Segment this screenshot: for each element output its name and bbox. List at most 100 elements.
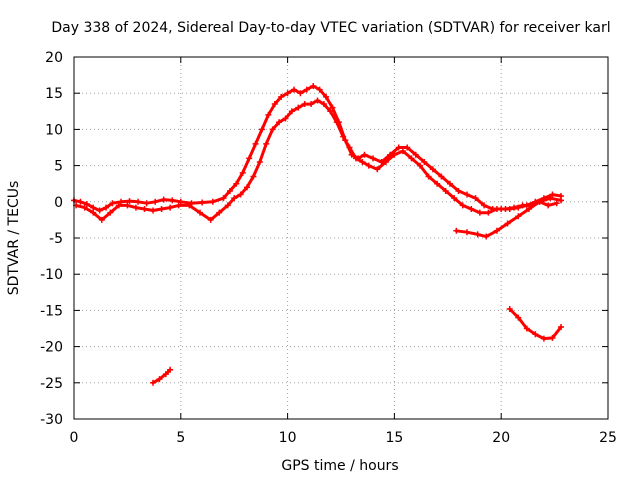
y-tick-label: 0 [54, 195, 63, 211]
data-point [220, 195, 227, 202]
data-point [297, 90, 304, 97]
data-point [316, 86, 323, 93]
data-point [511, 204, 518, 211]
x-tick-label: 0 [70, 430, 79, 446]
data-point [459, 202, 466, 209]
data-point [115, 202, 122, 209]
data-point [233, 180, 240, 187]
data-point [107, 209, 114, 216]
data-point [124, 202, 131, 209]
data-point [549, 334, 556, 341]
data-point [558, 324, 565, 331]
series-track-a [71, 82, 565, 214]
data-point [374, 166, 381, 173]
series-track-e [506, 305, 565, 342]
data-point [231, 195, 238, 202]
data-point [143, 200, 150, 207]
data-point [472, 195, 479, 202]
data-point [485, 209, 492, 216]
data-point [103, 204, 110, 211]
data-point [265, 111, 272, 118]
plot-frame [73, 56, 609, 420]
data-point [464, 191, 471, 198]
y-tick-label: -15 [40, 303, 63, 319]
data-point [301, 101, 308, 108]
data-point [288, 108, 295, 115]
data-point [250, 173, 257, 180]
data-point [271, 101, 278, 108]
data-point [536, 198, 543, 205]
x-tick-label: 5 [176, 430, 185, 446]
data-point [408, 155, 415, 162]
data-point [246, 155, 253, 162]
data-point [282, 115, 289, 122]
data-point [150, 379, 157, 386]
x-tick-label: 25 [599, 430, 617, 446]
data-point [425, 173, 432, 180]
data-point [547, 195, 554, 202]
data-point [314, 97, 321, 104]
data-point [346, 144, 353, 151]
data-point [252, 140, 259, 147]
data-point [493, 206, 500, 213]
data-point [156, 376, 163, 383]
y-tick-label: -20 [40, 340, 63, 356]
data-point [481, 202, 488, 209]
data-point [269, 126, 276, 133]
data-point [404, 144, 411, 151]
series-track-d [150, 366, 174, 386]
data-point [98, 216, 105, 223]
data-point [90, 209, 97, 216]
data-point [483, 233, 490, 240]
data-point [308, 101, 315, 108]
series-track-b [73, 97, 560, 223]
y-tick-label: -10 [40, 267, 63, 283]
y-tick-label: -5 [49, 231, 63, 247]
data-point [412, 151, 419, 158]
data-point [303, 86, 310, 93]
data-point [96, 207, 103, 214]
data-point [506, 305, 513, 312]
data-point [216, 209, 223, 216]
data-point [197, 209, 204, 216]
data-point [135, 198, 142, 205]
data-point [421, 158, 428, 165]
data-point [468, 206, 475, 213]
data-point [226, 187, 233, 194]
data-point [558, 197, 565, 204]
x-tick-label: 15 [385, 430, 403, 446]
data-point [446, 180, 453, 187]
data-point [132, 204, 139, 211]
data-point [162, 371, 169, 378]
data-point [117, 198, 124, 205]
data-point [263, 140, 270, 147]
data-point [329, 104, 336, 111]
data-point [109, 200, 116, 207]
data-series [71, 82, 565, 386]
data-point [244, 184, 251, 191]
y-tick-label: 20 [45, 50, 63, 66]
series-line [151, 368, 172, 385]
data-point [399, 148, 406, 155]
data-point [278, 93, 285, 100]
data-point [504, 220, 511, 227]
data-point [160, 196, 167, 203]
data-point [474, 231, 481, 238]
x-axis-label: GPS time / hours [281, 458, 398, 474]
data-point [519, 202, 526, 209]
data-point [352, 155, 359, 162]
data-point [126, 198, 133, 205]
data-point [77, 198, 84, 205]
data-point [276, 119, 283, 126]
data-point [158, 206, 165, 213]
data-point [417, 162, 424, 169]
data-point [455, 187, 462, 194]
data-point [391, 151, 398, 158]
data-point [320, 101, 327, 108]
data-point [532, 331, 539, 338]
data-point [464, 229, 471, 236]
data-point [90, 204, 97, 211]
data-point [361, 151, 368, 158]
series-line [72, 84, 563, 212]
